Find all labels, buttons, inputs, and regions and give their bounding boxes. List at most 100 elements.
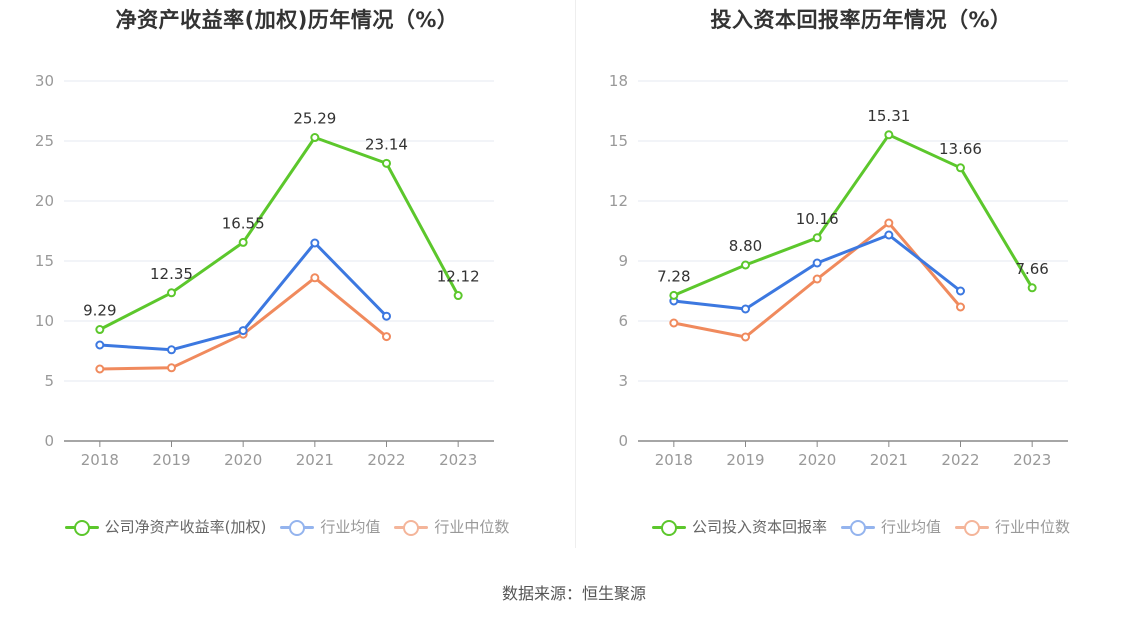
data-point-company bbox=[956, 163, 965, 173]
y-tick-label: 6 bbox=[618, 312, 628, 330]
legend-item-industry-median[interactable]: 行业中位数 bbox=[394, 516, 509, 537]
legend-line-marker-icon bbox=[280, 519, 315, 536]
legend-label: 公司净资产收益率(加权) bbox=[104, 518, 267, 536]
x-tick-label: 2021 bbox=[296, 451, 334, 469]
x-tick-label: 2020 bbox=[798, 451, 836, 469]
data-point-company bbox=[812, 233, 822, 243]
data-point-avg bbox=[310, 238, 320, 248]
data-label: 23.14 bbox=[365, 135, 408, 153]
data-point-avg bbox=[884, 230, 894, 240]
x-tick-label: 2021 bbox=[870, 451, 908, 469]
data-point-avg bbox=[741, 304, 750, 314]
legend-item-company[interactable]: 公司投入资本回报率 bbox=[651, 516, 827, 537]
y-tick-label: 20 bbox=[35, 192, 54, 210]
y-tick-label: 15 bbox=[609, 132, 628, 150]
y-tick-label: 12 bbox=[609, 192, 628, 210]
data-label: 7.28 bbox=[657, 267, 690, 285]
legend-line-marker-icon bbox=[955, 519, 989, 536]
roe-line-chart: 0 5 10 15 20 25 30 2018 2019 2020 2021 2022 2023 9.29… bbox=[35, 72, 494, 469]
data-point-company bbox=[669, 290, 679, 300]
x-tick-label: 2023 bbox=[439, 451, 477, 469]
roic-line-chart: 0 3 6 9 12 15 18 2018 2019 2020 2021 2022 2023 7.28 8.… bbox=[609, 72, 1068, 469]
x-tick-label: 2020 bbox=[224, 451, 262, 469]
legend-label: 行业均值 bbox=[320, 518, 381, 536]
series-line-avg bbox=[673, 233, 962, 311]
data-label: 10.16 bbox=[796, 210, 839, 228]
data-point-company bbox=[95, 325, 105, 335]
data-point-company bbox=[238, 237, 248, 247]
legend-line-marker-icon bbox=[840, 519, 875, 536]
x-tick-label: 2018 bbox=[655, 451, 693, 469]
data-point-avg bbox=[167, 345, 176, 355]
series-line-company bbox=[99, 136, 460, 331]
roe-chart-panel: 净资产收益率(加权)历年情况（%） 0 5 10 15 20 25 30 2018 2019 20… bbox=[0, 0, 574, 560]
y-tick-label: 9 bbox=[618, 252, 628, 270]
y-tick-label: 25 bbox=[35, 132, 54, 150]
data-point-company bbox=[167, 288, 176, 298]
legend-label: 行业中位数 bbox=[434, 518, 510, 536]
legend-line-marker-icon bbox=[651, 519, 686, 536]
legend-item-industry-average[interactable]: 行业均值 bbox=[280, 516, 380, 537]
x-tick-label: 2022 bbox=[941, 451, 979, 469]
legend-label: 行业均值 bbox=[880, 518, 941, 536]
y-tick-label: 0 bbox=[618, 432, 628, 450]
x-tick-label: 2019 bbox=[152, 451, 190, 469]
data-point-median bbox=[669, 318, 679, 328]
data-point-company bbox=[741, 260, 750, 270]
data-point-company bbox=[310, 133, 320, 143]
data-label: 15.31 bbox=[867, 107, 910, 125]
y-tick-label: 30 bbox=[35, 72, 54, 90]
data-label: 9.29 bbox=[83, 302, 116, 320]
legend-label: 公司投入资本回报率 bbox=[691, 518, 827, 536]
y-tick-label: 15 bbox=[35, 252, 54, 270]
data-label: 12.35 bbox=[150, 265, 193, 283]
data-label: 13.66 bbox=[939, 140, 982, 158]
data-point-median bbox=[95, 364, 105, 374]
roic-chart-panel: 投入资本回报率历年情况（%） 0 3 6 9 12 15 18 2018 2019 2020 202… bbox=[574, 0, 1148, 560]
data-point-median bbox=[884, 218, 894, 228]
legend-label: 行业中位数 bbox=[995, 518, 1071, 536]
legend-item-industry-average[interactable]: 行业均值 bbox=[840, 516, 941, 537]
chart-legend: 公司净资产收益率(加权) 行业均值 行业中位数 bbox=[0, 516, 574, 537]
legend-line-marker-icon bbox=[394, 519, 429, 536]
data-point-median bbox=[382, 332, 391, 342]
data-point-company bbox=[1027, 283, 1037, 293]
legend-item-industry-median[interactable]: 行业中位数 bbox=[955, 516, 1070, 537]
data-point-median bbox=[956, 302, 965, 312]
chart-title: 投入资本回报率历年情况（%） bbox=[710, 8, 1012, 32]
chart-title: 净资产收益率(加权)历年情况（%） bbox=[115, 8, 459, 32]
series-line-company bbox=[673, 133, 1034, 297]
y-tick-label: 18 bbox=[609, 72, 628, 90]
y-tick-label: 3 bbox=[618, 372, 628, 390]
data-point-avg bbox=[238, 326, 248, 336]
x-tick-label: 2023 bbox=[1013, 451, 1051, 469]
y-tick-label: 10 bbox=[35, 312, 54, 330]
legend-line-marker-icon bbox=[64, 519, 99, 536]
data-label: 7.66 bbox=[1015, 260, 1048, 278]
x-tick-label: 2022 bbox=[367, 451, 405, 469]
data-point-company bbox=[453, 291, 463, 301]
data-point-avg bbox=[382, 311, 391, 321]
chart-legend: 公司投入资本回报率 行业均值 行业中位数 bbox=[574, 516, 1148, 537]
data-point-median bbox=[310, 273, 320, 283]
data-point-avg bbox=[956, 286, 965, 296]
data-label: 16.55 bbox=[222, 214, 265, 232]
data-point-median bbox=[812, 274, 822, 284]
data-point-company bbox=[884, 130, 894, 140]
data-point-median bbox=[741, 332, 750, 342]
data-point-avg bbox=[812, 258, 822, 268]
y-tick-label: 5 bbox=[44, 372, 54, 390]
data-point-company bbox=[382, 158, 391, 168]
data-label: 12.12 bbox=[437, 268, 480, 286]
data-point-avg bbox=[95, 340, 105, 350]
data-label: 8.80 bbox=[729, 237, 762, 255]
data-label: 25.29 bbox=[293, 110, 336, 128]
panel-divider bbox=[575, 0, 576, 548]
data-point-median bbox=[167, 363, 176, 373]
x-tick-label: 2018 bbox=[81, 451, 119, 469]
legend-item-company[interactable]: 公司净资产收益率(加权) bbox=[64, 516, 267, 537]
x-tick-label: 2019 bbox=[726, 451, 764, 469]
y-tick-label: 0 bbox=[44, 432, 54, 450]
series-line-median bbox=[99, 276, 388, 371]
data-source-note: 数据来源：恒生聚源 bbox=[501, 584, 646, 603]
